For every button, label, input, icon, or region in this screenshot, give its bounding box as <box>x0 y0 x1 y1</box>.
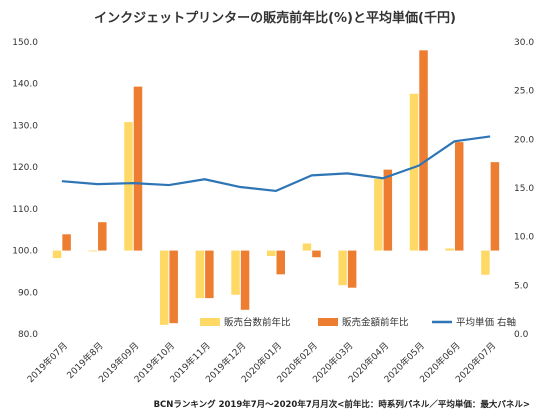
bar-販売金額前年比-2020年07月 <box>490 162 500 251</box>
bar-販売台数前年比-2020年01月 <box>267 250 276 256</box>
y-left-tick-label: 140.0 <box>12 80 38 90</box>
y-right-tick-label: 30.0 <box>514 38 534 48</box>
bar-販売金額前年比-2019年11月 <box>205 250 214 299</box>
y-right-tick-label: 5.0 <box>514 281 529 291</box>
bar-販売台数前年比-2019年10月 <box>159 250 169 325</box>
bar-販売金額前年比-2019年8月 <box>98 222 107 251</box>
legend-swatch-販売金額前年比 <box>318 318 338 326</box>
plot-area: 80.0 90.0 100.0 110.0 120.0 130.0 140.0 150.0 0.… <box>12 38 534 385</box>
legend-swatch-販売台数前年比 <box>200 318 220 326</box>
y-left-tick-label: 150.0 <box>12 38 38 48</box>
legend-label-販売台数前年比: 販売台数前年比 <box>224 317 291 329</box>
bar-販売台数前年比-2019年07月 <box>52 250 62 259</box>
y-right-tick-label: 20.0 <box>514 135 534 145</box>
chart-title: インクジェットプリンターの販売前年比(%)と平均単価(千円) <box>94 10 456 26</box>
bar-販売金額前年比-2020年04月 <box>383 169 393 251</box>
bar-販売台数前年比-2020年05月 <box>409 93 419 251</box>
bar-販売金額前年比-2020年02月 <box>312 250 321 258</box>
bar-販売台数前年比-2020年04月 <box>374 178 383 251</box>
bar-販売台数前年比-2019年12月 <box>231 250 240 295</box>
bar-販売金額前年比-2019年09月 <box>133 86 143 251</box>
y-left-tick-label: 120.0 <box>12 163 38 173</box>
bar-販売台数前年比-2020年02月 <box>302 243 312 251</box>
footnote: BCNランキング 2019年7月～2020年7月月次<前年比：時系列パネル／平均… <box>154 399 530 410</box>
bar-販売金額前年比-2019年07月 <box>62 234 71 251</box>
bar-販売金額前年比-2019年12月 <box>240 250 250 310</box>
y-left-tick-label: 90.0 <box>18 288 38 298</box>
x-tick-label: 2019年07月 <box>24 340 70 386</box>
bar-販売金額前年比-2020年01月 <box>276 250 285 275</box>
y-right-tick-label: 15.0 <box>514 184 534 194</box>
bar-販売台数前年比-2020年07月 <box>481 250 490 275</box>
bar-販売金額前年比-2020年06月 <box>454 142 464 251</box>
y-left-tick-label: 80.0 <box>18 330 38 340</box>
bar-販売台数前年比-2020年06月 <box>445 248 454 251</box>
y-left-tick-label: 110.0 <box>12 205 38 215</box>
bar-販売台数前年比-2020年03月 <box>338 250 347 286</box>
legend-label-販売金額前年比: 販売金額前年比 <box>342 317 409 329</box>
bar-販売金額前年比-2020年05月 <box>419 50 428 251</box>
y-right-tick-label: 25.0 <box>514 87 534 97</box>
y-right-tick-label: 10.0 <box>514 233 534 243</box>
y-right-tick-label: 0.0 <box>514 330 529 340</box>
line-series-avg-price <box>61 135 491 193</box>
y-left-tick-label: 100.0 <box>12 247 38 257</box>
bar-販売台数前年比-2019年8月 <box>88 250 98 252</box>
bar-販売台数前年比-2019年09月 <box>124 122 133 251</box>
bar-販売台数前年比-2019年11月 <box>195 250 205 299</box>
bar-販売金額前年比-2020年03月 <box>347 250 357 288</box>
legend-label-平均単価 右軸: 平均単価 右軸 <box>456 317 516 329</box>
bar-販売金額前年比-2019年10月 <box>169 250 178 324</box>
y-left-tick-label: 130.0 <box>12 121 38 131</box>
